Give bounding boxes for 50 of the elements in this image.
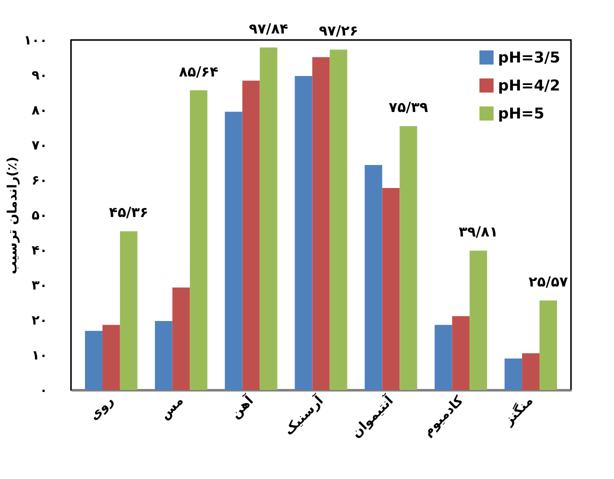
y-tick-label: ۲۰ bbox=[32, 314, 48, 328]
y-tick-label: ۷۰ bbox=[32, 138, 48, 154]
bar bbox=[84, 330, 102, 390]
x-tick-label: منگنز bbox=[500, 392, 536, 430]
data-label: ۸۵/۶۴ bbox=[178, 64, 219, 80]
bar bbox=[364, 164, 382, 390]
bar bbox=[154, 321, 172, 390]
y-tick-label: ۵۰ bbox=[32, 208, 48, 224]
bar bbox=[172, 287, 190, 390]
data-label: ۲۵/۵۷ bbox=[528, 274, 568, 291]
bar bbox=[190, 90, 208, 390]
x-tick-label: آنتیموان bbox=[348, 392, 397, 442]
y-tick-label: ۱۰۰ bbox=[24, 34, 48, 48]
x-tick-label: آرسنیک bbox=[280, 392, 328, 439]
y-tick-label: ۹۰ bbox=[32, 68, 48, 84]
legend-label: pH=4/2 bbox=[498, 76, 560, 94]
bar bbox=[400, 126, 418, 390]
bar bbox=[294, 76, 312, 390]
y-tick-label: ۰ bbox=[40, 384, 48, 398]
x-tick-label: مس bbox=[157, 394, 187, 423]
data-label: ۷۵/۳۹ bbox=[388, 100, 429, 116]
bar bbox=[224, 112, 242, 390]
bar bbox=[504, 358, 522, 390]
data-label: ۳۹/۸۱ bbox=[458, 224, 498, 241]
x-tick-label: کادمیوم bbox=[420, 393, 467, 440]
y-tick-label: ۴۰ bbox=[32, 244, 48, 258]
bar bbox=[242, 80, 260, 390]
data-label: ۹۷/۸۴ bbox=[248, 22, 289, 38]
data-label: ۴۵/۳۶ bbox=[109, 205, 148, 222]
bar bbox=[540, 300, 558, 390]
y-axis-title: راندمان ترسیب(٪) bbox=[6, 156, 21, 274]
bar bbox=[452, 316, 470, 390]
bar bbox=[120, 231, 138, 390]
y-tick-label: ۸۰ bbox=[32, 104, 48, 118]
bar bbox=[330, 50, 348, 390]
y-tick-label: ۶۰ bbox=[32, 174, 48, 188]
bar bbox=[102, 324, 120, 390]
y-tick-label: ۳۰ bbox=[32, 278, 48, 294]
bar bbox=[312, 57, 330, 390]
bar bbox=[382, 188, 400, 390]
x-tick-label: آهن bbox=[226, 392, 258, 422]
bar bbox=[434, 324, 452, 390]
bar bbox=[470, 250, 488, 390]
legend-label: pH=5 bbox=[498, 104, 544, 122]
x-tick-label: روی bbox=[86, 394, 117, 424]
bar bbox=[260, 48, 278, 390]
y-tick-label: ۱۰ bbox=[32, 348, 48, 364]
bar bbox=[522, 353, 540, 390]
data-label: ۹۷/۲۶ bbox=[318, 24, 358, 40]
legend-label: pH=3/5 bbox=[498, 48, 560, 66]
